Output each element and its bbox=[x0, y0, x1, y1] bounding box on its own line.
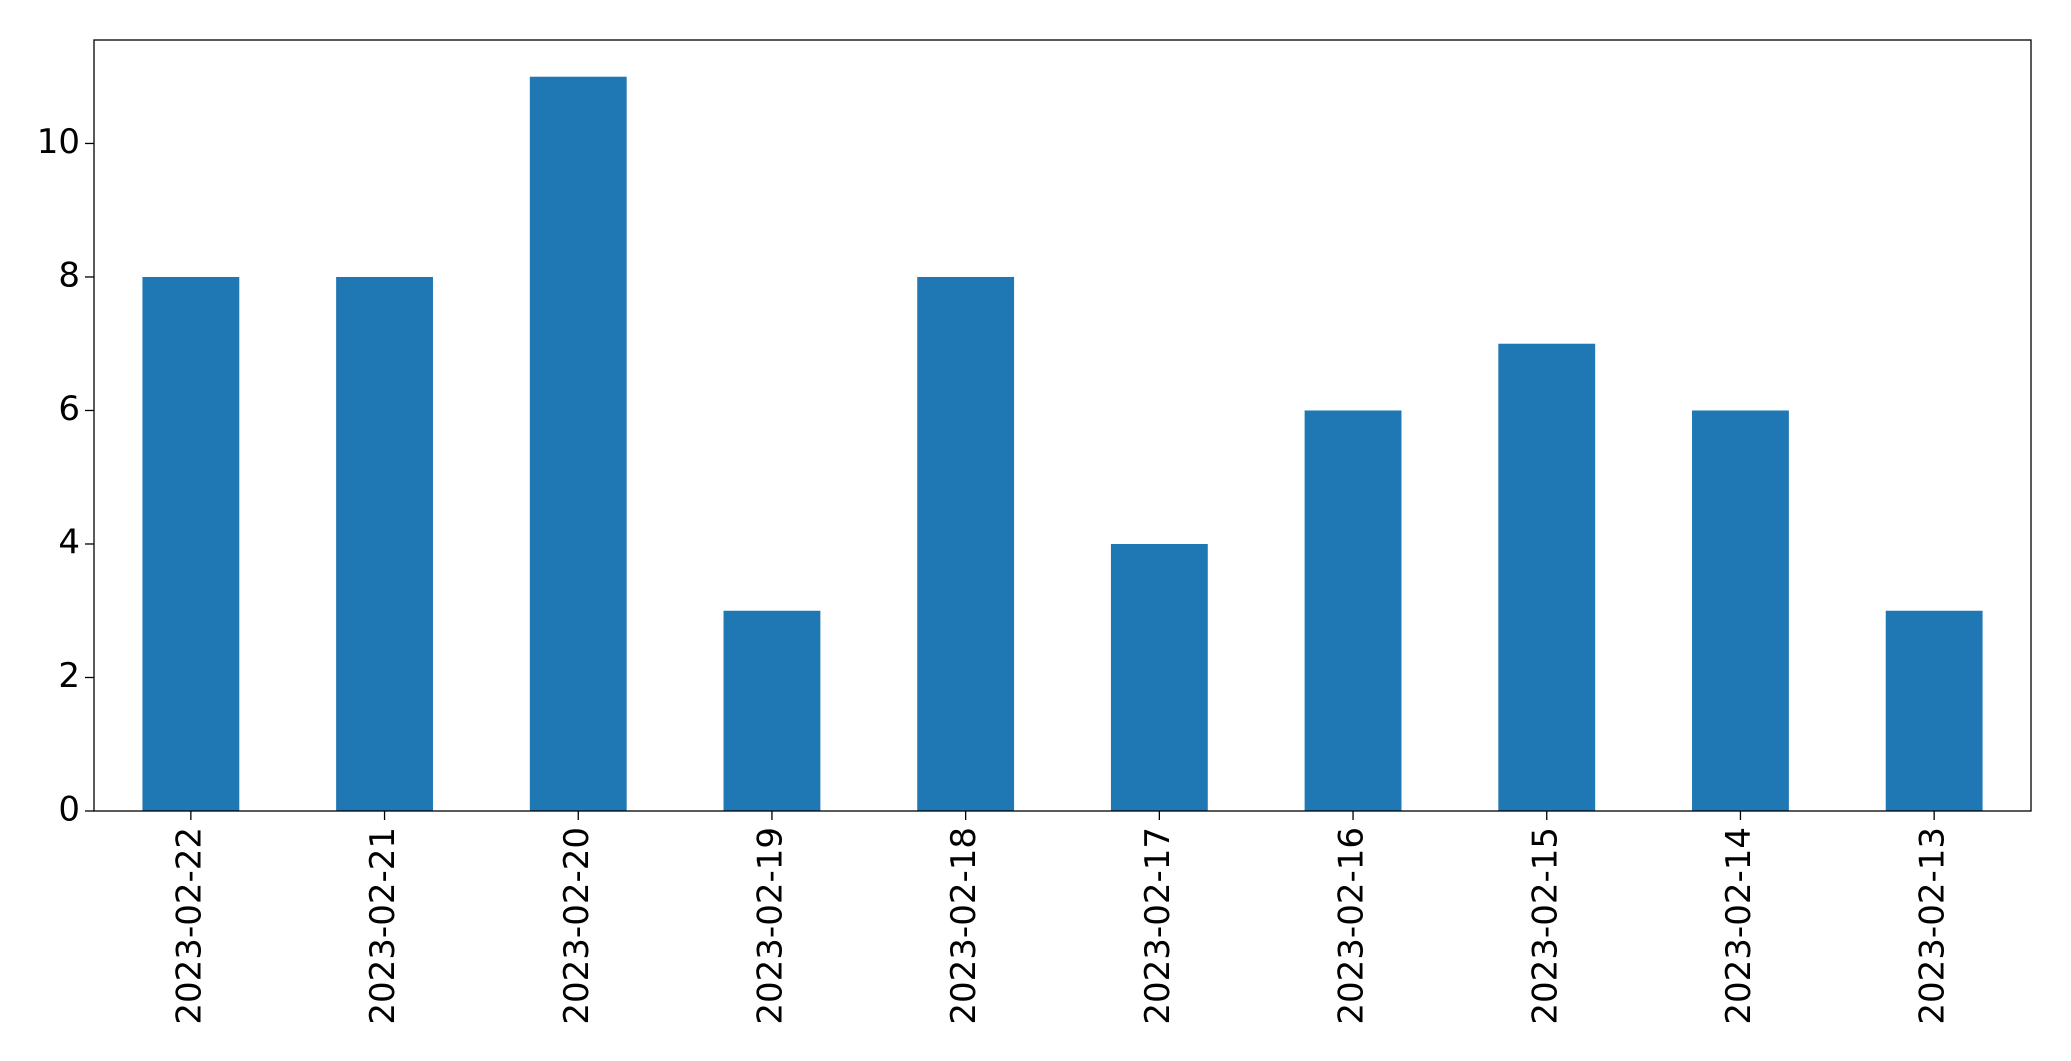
x-tick-label: 2023-02-22 bbox=[169, 827, 209, 1025]
y-tick-label: 6 bbox=[58, 389, 80, 429]
plot-frame bbox=[93, 39, 2032, 812]
bar bbox=[1304, 410, 1402, 811]
x-tick-label: 2023-02-14 bbox=[1719, 827, 1759, 1025]
x-tick-label: 2023-02-18 bbox=[944, 827, 984, 1025]
bar bbox=[142, 276, 240, 812]
x-tick-label: 2023-02-15 bbox=[1525, 827, 1565, 1025]
bar bbox=[1498, 343, 1596, 811]
y-tick-label: 0 bbox=[58, 790, 80, 830]
x-tick-label: 2023-02-16 bbox=[1332, 827, 1372, 1025]
x-tick-label: 2023-02-20 bbox=[557, 827, 597, 1025]
bar bbox=[529, 76, 627, 811]
bar bbox=[1885, 610, 1983, 811]
bar bbox=[336, 276, 433, 812]
y-tick-label: 10 bbox=[37, 122, 80, 162]
x-tick-label: 2023-02-13 bbox=[1913, 827, 1953, 1025]
bar bbox=[1692, 410, 1789, 811]
x-tick-label: 2023-02-21 bbox=[363, 827, 403, 1025]
bar bbox=[917, 276, 1015, 812]
bar bbox=[723, 610, 821, 811]
y-tick-label: 4 bbox=[58, 522, 80, 562]
y-tick-label: 8 bbox=[58, 255, 80, 295]
x-tick-label: 2023-02-19 bbox=[750, 827, 790, 1025]
x-tick-label: 2023-02-17 bbox=[1138, 827, 1178, 1025]
bar bbox=[1110, 543, 1208, 811]
y-tick-label: 2 bbox=[58, 656, 80, 696]
